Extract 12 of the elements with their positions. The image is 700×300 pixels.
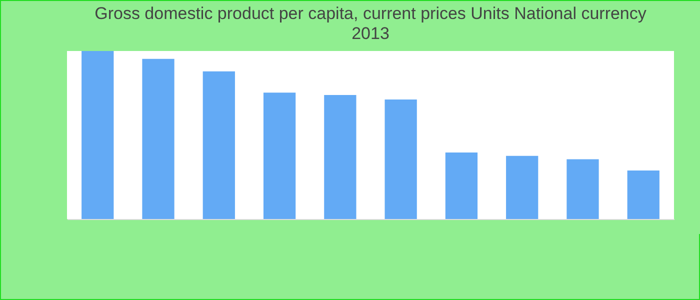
- bar: [82, 51, 114, 219]
- chart-subtitle: 2013: [352, 24, 390, 43]
- bar: [324, 95, 356, 219]
- bar: [142, 58, 174, 219]
- bar: [202, 71, 235, 219]
- bar: [566, 159, 599, 219]
- bar: [506, 156, 538, 219]
- bar: [445, 152, 478, 219]
- bar: [263, 92, 296, 219]
- bar: [384, 100, 417, 219]
- bar: [627, 170, 660, 219]
- chart-title: Gross domestic product per capita, current prices Units National currency: [94, 4, 647, 23]
